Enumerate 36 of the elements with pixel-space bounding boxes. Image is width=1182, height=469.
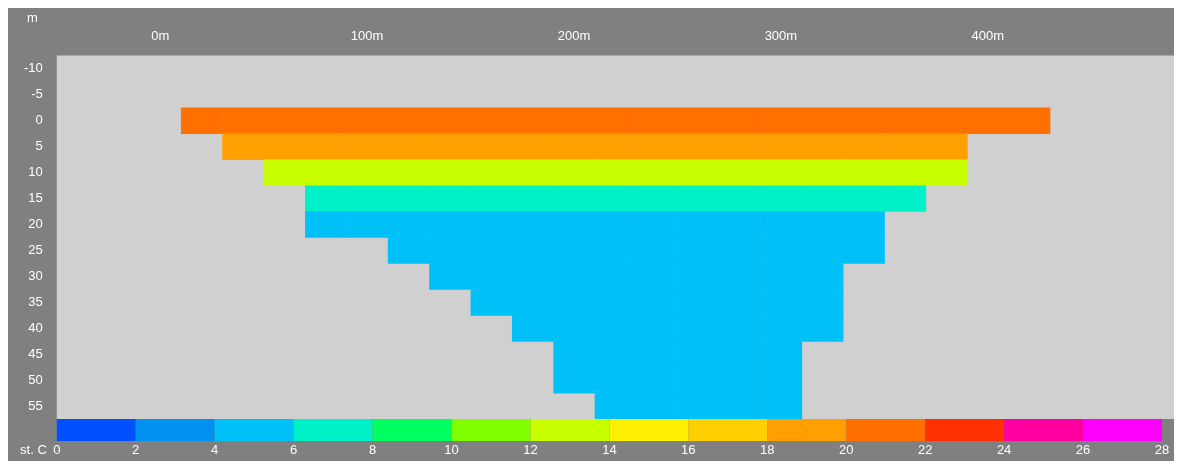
color-bar-label: 2 (132, 442, 140, 458)
color-bar-label: 22 (917, 442, 933, 458)
color-bar-label: 0 (53, 442, 61, 458)
x-tick-label: 400m (971, 28, 1005, 44)
y-tick-label: 55 (28, 397, 43, 413)
color-bar-label: 12 (523, 442, 538, 458)
color-bar-label: 18 (760, 442, 775, 458)
color-bar-label: 26 (1075, 442, 1091, 458)
x-tick-label: 200m (557, 28, 591, 44)
y-tick-label: 30 (28, 267, 43, 283)
color-bar-label: 14 (602, 442, 617, 458)
y-tick-label: 40 (28, 319, 43, 335)
color-bar-label: 4 (211, 442, 219, 458)
x-tick-label: 100m (350, 28, 384, 44)
y-tick-label: 5 (35, 138, 43, 154)
color-bar-label: 28 (1154, 442, 1170, 458)
y-tick-label: 50 (28, 371, 43, 387)
color-bar-title: st. C (20, 442, 47, 458)
y-tick-label: 35 (28, 293, 43, 309)
color-bar-label: 20 (838, 442, 854, 458)
y-tick-label: 45 (28, 345, 43, 361)
color-bar-label: 10 (444, 442, 459, 458)
y-tick-label: 10 (28, 163, 43, 179)
y-axis-title: m (26, 10, 38, 26)
y-tick-label: 0 (35, 112, 43, 128)
y-tick-label: 15 (28, 189, 43, 205)
color-bar-label: 8 (368, 442, 377, 458)
color-bar-label: 16 (681, 442, 696, 458)
y-tick-label: 20 (28, 215, 43, 231)
y-tick-label: 25 (28, 241, 43, 257)
color-bar-label: 24 (996, 442, 1012, 458)
y-tick-label: -5 (31, 86, 43, 102)
x-tick-label: 300m (764, 28, 798, 44)
x-tick-label: 0m (151, 28, 170, 44)
color-bar-label: 6 (290, 442, 298, 458)
y-tick-label: -10 (23, 60, 43, 76)
